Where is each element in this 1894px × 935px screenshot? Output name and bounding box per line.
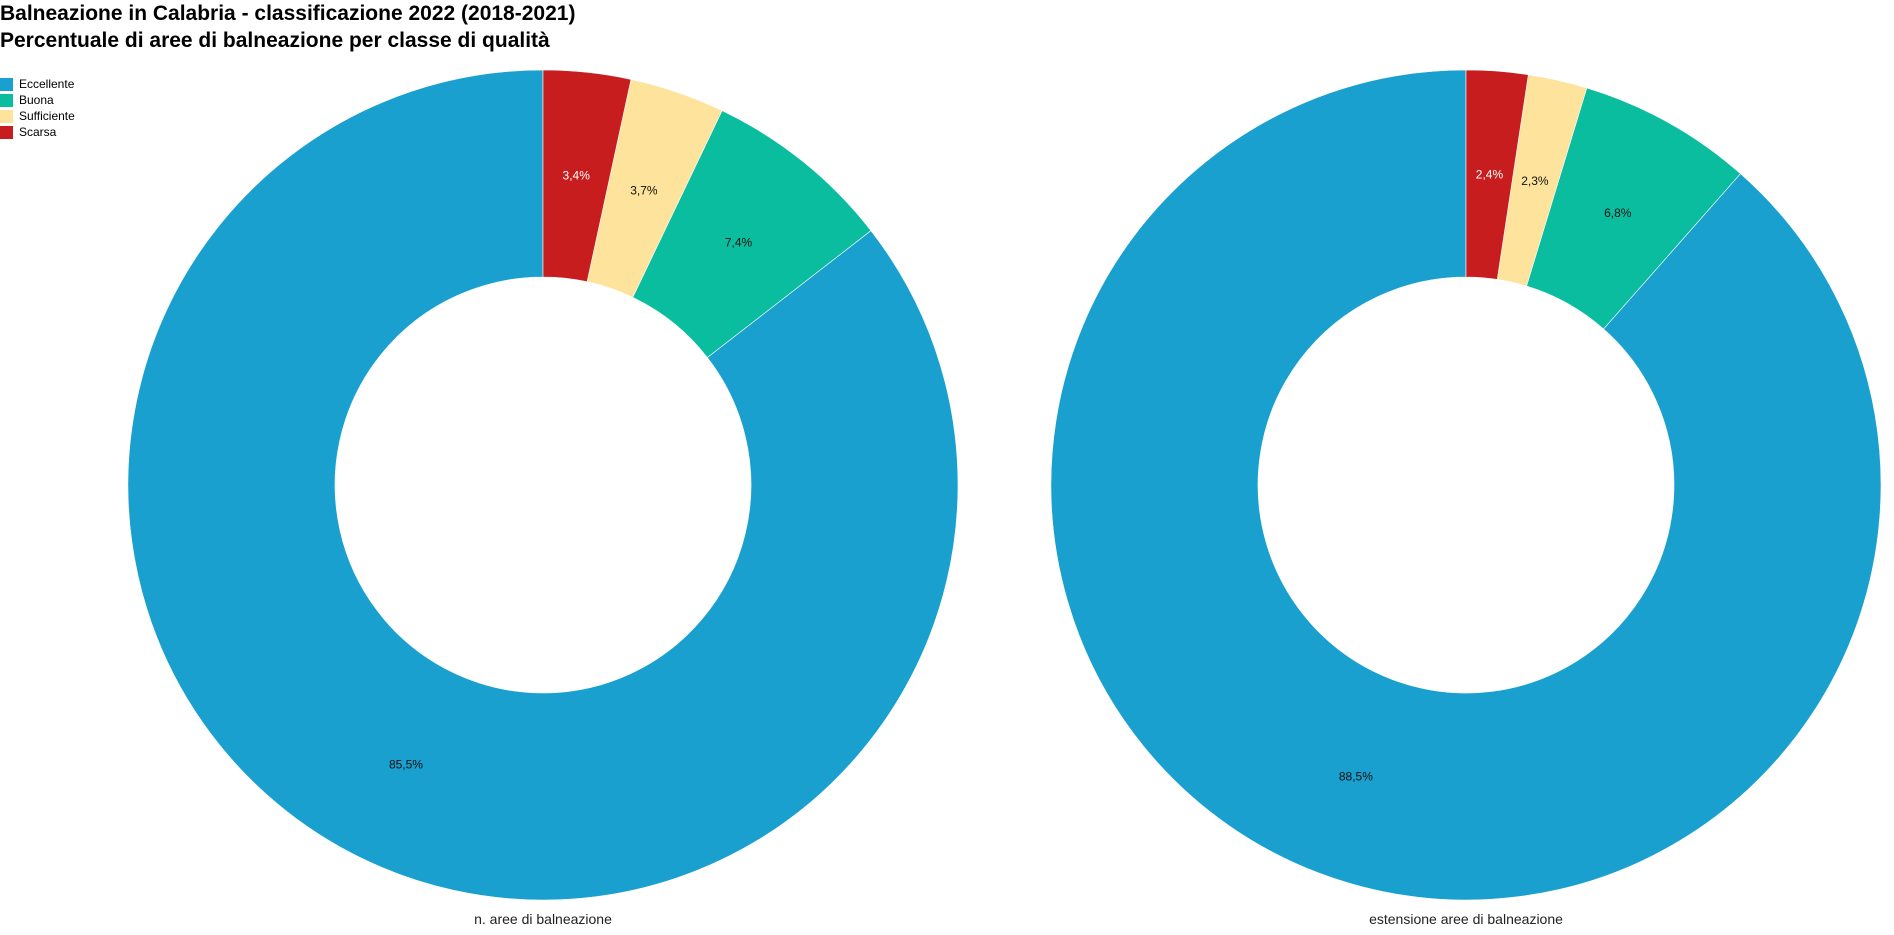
slice-label-buona: 6,8%: [1604, 206, 1632, 220]
legend-label: Buona: [19, 93, 54, 107]
slice-eccellente: [1050, 69, 1882, 901]
slice-scarsa: [542, 69, 632, 283]
legend-swatch-scarsa: [0, 125, 13, 139]
slice-label-eccellente: 85,5%: [389, 758, 423, 772]
slice-label-scarsa: 2,4%: [1476, 167, 1504, 181]
slice-label-buona: 7,4%: [725, 236, 753, 250]
legend: Eccellente Buona Sufficiente Scarsa: [0, 76, 75, 140]
legend-label: Eccellente: [19, 77, 75, 91]
donut-chart-2: 88,5% 6,8% 2,3% 2,4% estensione aree di baln…: [1050, 69, 1882, 927]
legend-swatch-sufficiente: [0, 109, 13, 123]
slice-label-eccellente: 88,5%: [1339, 769, 1373, 783]
legend-item-eccellente: Eccellente: [0, 76, 75, 92]
legend-label: Sufficiente: [19, 109, 75, 123]
slice-label-sufficiente: 3,7%: [630, 183, 658, 197]
chart-caption: n. aree di balneazione: [474, 911, 612, 927]
slice-label-sufficiente: 2,3%: [1521, 174, 1549, 188]
chart-caption: estensione aree di balneazione: [1369, 911, 1563, 927]
legend-item-sufficiente: Sufficiente: [0, 108, 75, 124]
slice-scarsa: [1465, 69, 1529, 280]
legend-swatch-eccellente: [0, 77, 13, 91]
chart-title: Balneazione in Calabria - classificazion…: [0, 2, 576, 25]
slice-eccellente: [127, 69, 959, 901]
chart-titles: Balneazione in Calabria - classificazion…: [0, 0, 575, 54]
legend-swatch-buona: [0, 93, 13, 107]
legend-item-buona: Buona: [0, 92, 75, 108]
chart-subtitle: Percentuale di aree di balneazione per c…: [0, 29, 550, 52]
donut-chart-1: 85,5% 7,4% 3,7% 3,4% n. aree di balneazione: [127, 69, 959, 927]
slice-label-scarsa: 3,4%: [563, 168, 591, 182]
legend-label: Scarsa: [19, 125, 57, 139]
legend-item-scarsa: Scarsa: [0, 124, 75, 140]
